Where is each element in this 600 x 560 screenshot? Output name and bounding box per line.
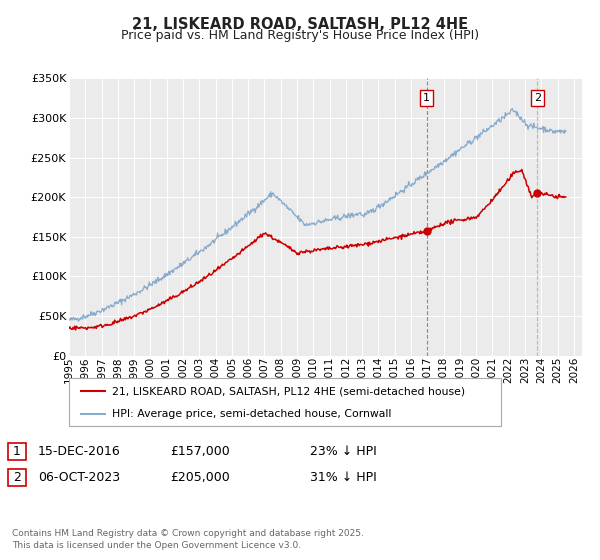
FancyBboxPatch shape [8,442,26,460]
Text: 06-OCT-2023: 06-OCT-2023 [38,471,120,484]
Text: £205,000: £205,000 [170,471,230,484]
Text: 31% ↓ HPI: 31% ↓ HPI [310,471,377,484]
FancyBboxPatch shape [8,469,26,486]
Text: 2: 2 [13,471,21,484]
Text: 21, LISKEARD ROAD, SALTASH, PL12 4HE (semi-detached house): 21, LISKEARD ROAD, SALTASH, PL12 4HE (se… [112,386,466,396]
Text: Price paid vs. HM Land Registry's House Price Index (HPI): Price paid vs. HM Land Registry's House … [121,29,479,42]
Text: HPI: Average price, semi-detached house, Cornwall: HPI: Average price, semi-detached house,… [112,409,392,419]
Text: 1: 1 [423,93,430,103]
FancyBboxPatch shape [69,378,501,426]
Text: 23% ↓ HPI: 23% ↓ HPI [310,445,377,458]
Text: 15-DEC-2016: 15-DEC-2016 [38,445,121,458]
Text: 21, LISKEARD ROAD, SALTASH, PL12 4HE: 21, LISKEARD ROAD, SALTASH, PL12 4HE [132,17,468,32]
Text: Contains HM Land Registry data © Crown copyright and database right 2025.
This d: Contains HM Land Registry data © Crown c… [12,529,364,550]
Text: £157,000: £157,000 [170,445,230,458]
Text: 2: 2 [534,93,541,103]
Text: 1: 1 [13,445,21,458]
